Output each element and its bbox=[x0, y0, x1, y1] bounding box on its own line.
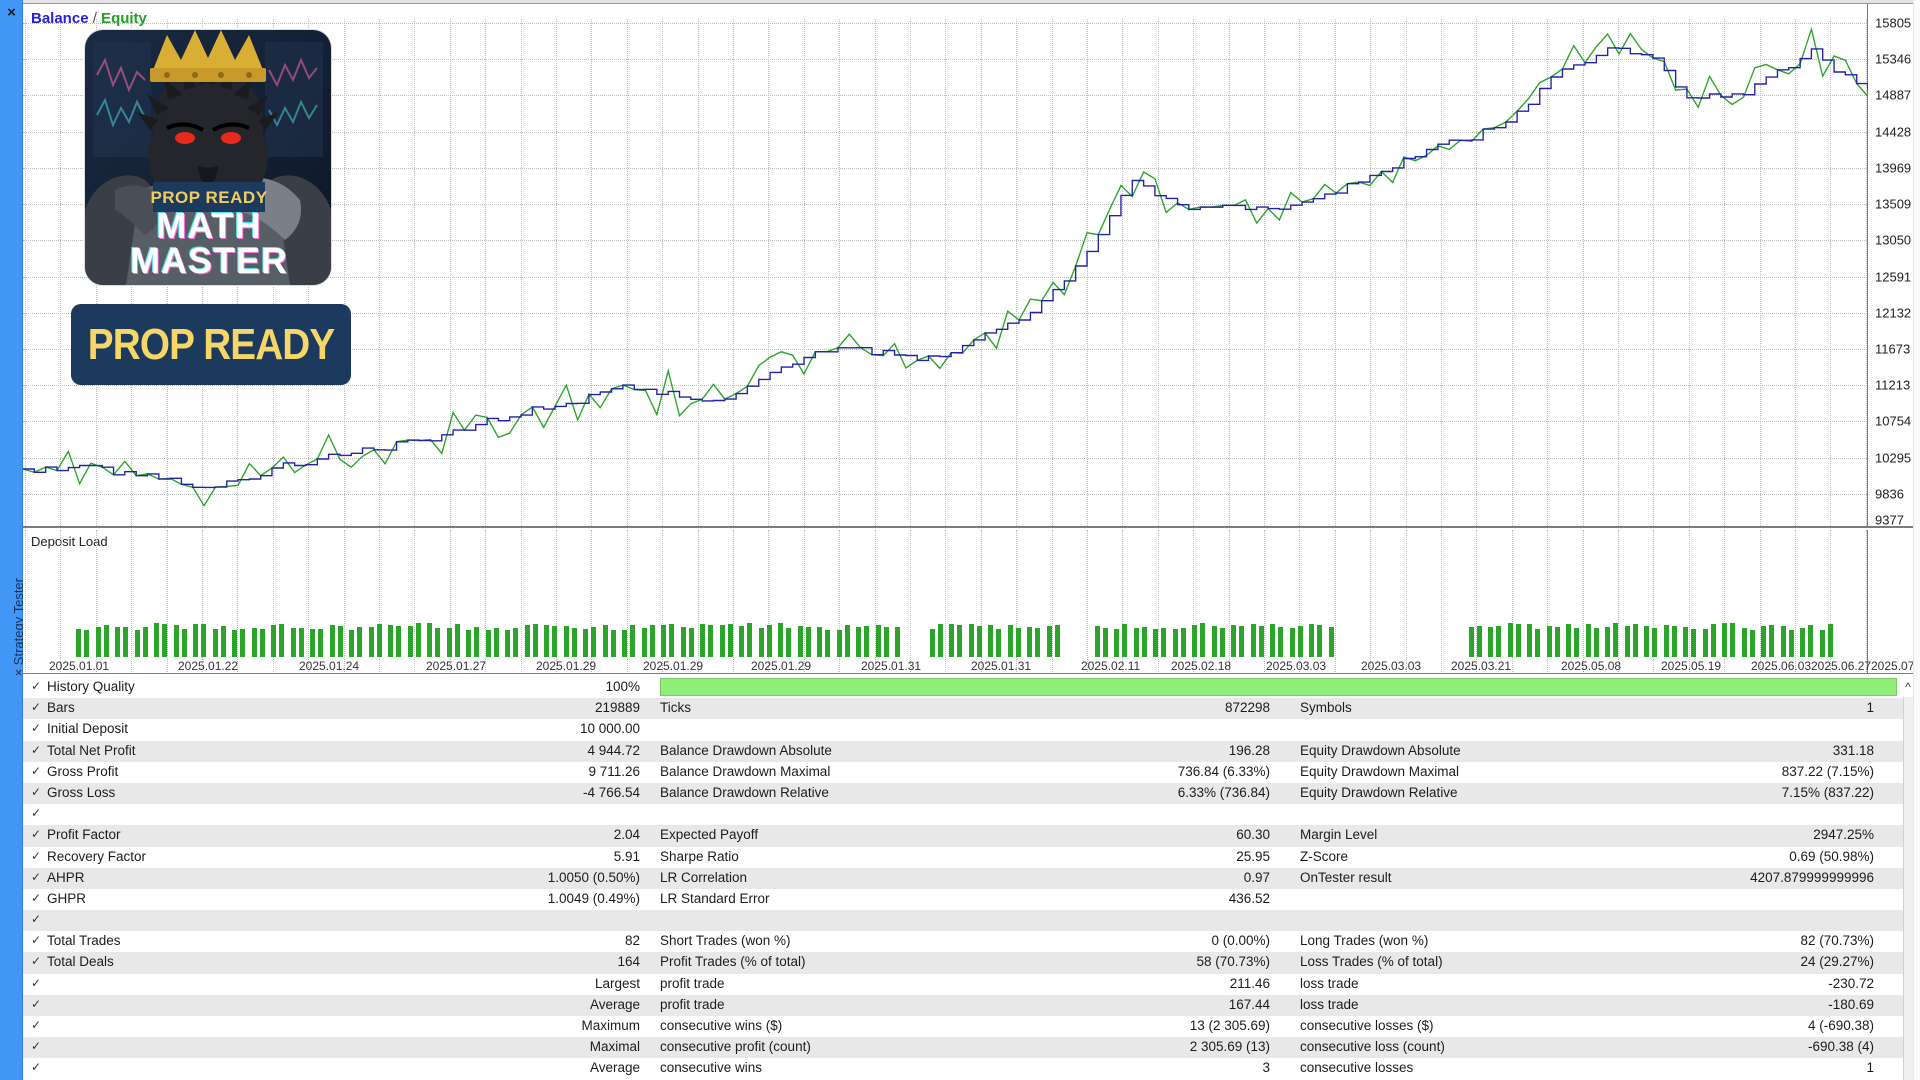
svg-text:MASTER: MASTER bbox=[130, 240, 288, 281]
